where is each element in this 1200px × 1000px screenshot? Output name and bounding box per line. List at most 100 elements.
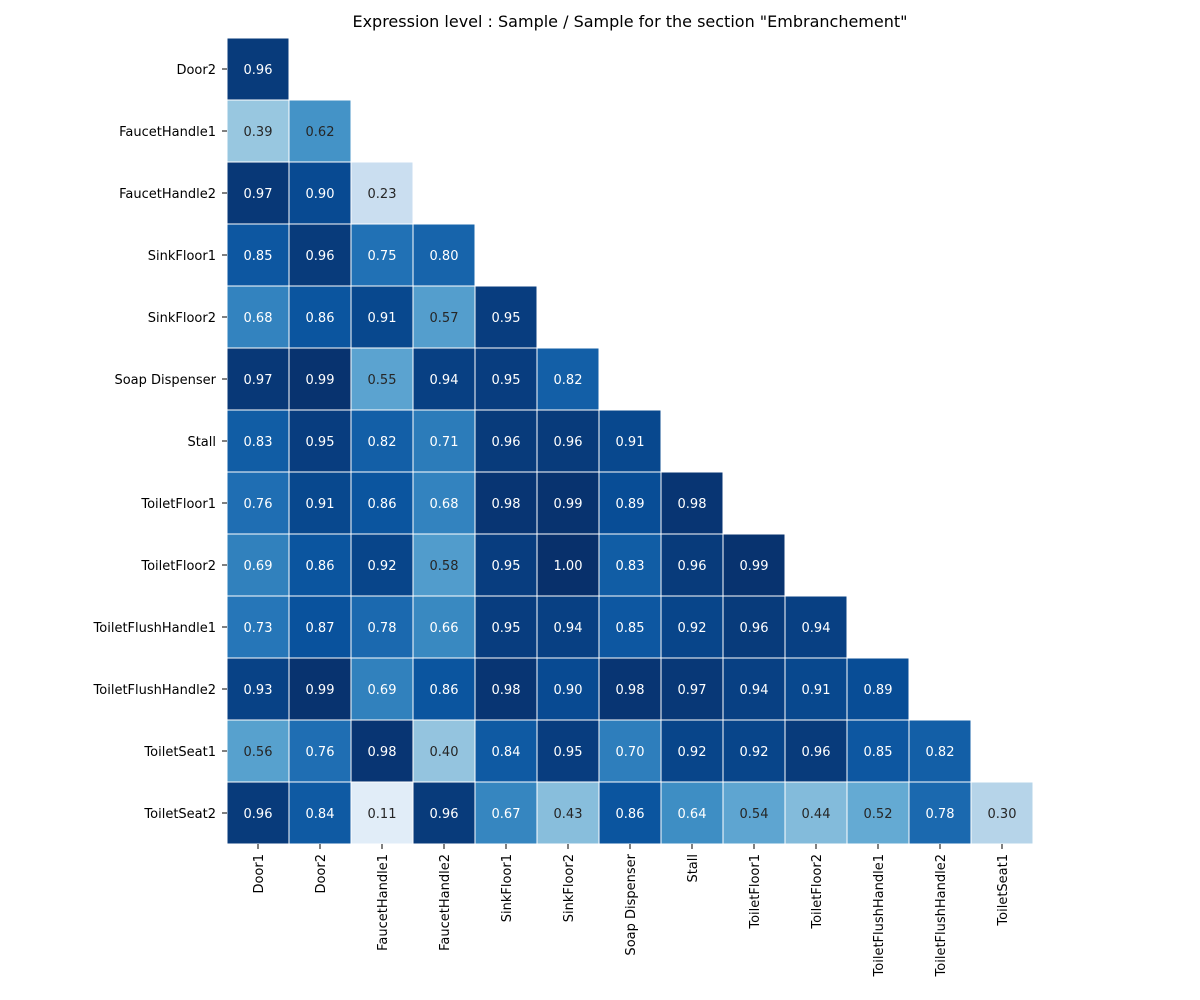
heatmap-cell [288,781,352,845]
cell-value-label: 0.94 [740,683,769,698]
cell-value-label: 0.40 [430,745,459,760]
cell-value-label: 0.58 [430,559,459,574]
heatmap-cell [226,285,290,349]
cell-value-label: 0.68 [430,497,459,512]
y-tick-label: Door2 [176,63,216,78]
cell-value-label: 0.98 [678,497,707,512]
x-tick-label: ToiletFloor1 [748,854,763,930]
cell-value-label: 0.98 [616,683,645,698]
heatmap-cell [288,285,352,349]
cell-value-label: 0.95 [492,311,521,326]
y-tick-label: ToiletFloor2 [140,559,216,574]
heatmap-cell [226,533,290,597]
x-tick-label: ToiletSeat1 [996,854,1011,927]
x-tick-label: Soap Dispenser [624,853,639,955]
heatmap-cell [598,595,662,659]
heatmap-cell [226,657,290,721]
heatmap-cell [474,471,538,535]
cell-value-label: 0.90 [306,187,335,202]
cell-value-label: 0.95 [554,745,583,760]
cell-value-label: 0.90 [554,683,583,698]
cell-value-label: 0.91 [306,497,335,512]
y-tick-label: ToiletSeat1 [143,745,216,760]
heatmap-cell [288,99,352,163]
heatmap-cell [350,161,414,225]
heatmap-cell [226,37,290,101]
heatmap-cell [970,781,1034,845]
heatmap-cell [660,533,724,597]
cell-value-label: 0.98 [368,745,397,760]
heatmap-cell [412,657,476,721]
cell-value-label: 0.92 [368,559,397,574]
cell-value-label: 0.62 [306,125,335,140]
cell-value-label: 0.66 [430,621,459,636]
cell-value-label: 0.69 [368,683,397,698]
heatmap-cell [412,347,476,411]
heatmap-cell [536,533,600,597]
heatmap-cell [536,409,600,473]
cell-value-label: 0.76 [306,745,335,760]
cell-value-label: 0.95 [492,559,521,574]
cell-value-label: 0.86 [306,311,335,326]
x-tick-label: ToiletFloor2 [810,854,825,930]
y-tick-label: ToiletSeat2 [143,807,216,822]
cell-value-label: 0.95 [492,373,521,388]
cell-value-label: 0.86 [616,807,645,822]
heatmap-cell [412,285,476,349]
heatmap-cell [598,533,662,597]
cell-value-label: 0.85 [616,621,645,636]
heatmap-cell [598,657,662,721]
x-tick-label: FaucetHandle2 [438,854,453,951]
cell-value-label: 0.82 [554,373,583,388]
cell-value-label: 0.86 [430,683,459,698]
heatmap-cell [536,719,600,783]
cell-value-label: 0.64 [678,807,707,822]
cell-value-label: 0.71 [430,435,459,450]
cell-value-label: 0.44 [802,807,831,822]
heatmap-cell [784,595,848,659]
heatmap-cell [288,533,352,597]
y-tick-label: ToiletFlushHandle2 [93,683,216,698]
heatmap-cell [226,223,290,287]
heatmap-cell [722,595,786,659]
heatmap-cell [412,781,476,845]
cell-value-label: 0.96 [244,807,273,822]
cell-value-label: 0.96 [554,435,583,450]
cell-value-label: 0.91 [616,435,645,450]
heatmap-cell [598,719,662,783]
cell-value-label: 0.97 [244,373,273,388]
cell-value-label: 0.89 [864,683,893,698]
y-tick-label: Soap Dispenser [114,373,216,388]
chart-title: Expression level : Sample / Sample for t… [352,12,908,31]
cell-value-label: 0.99 [740,559,769,574]
x-tick-label: ToiletFlushHandle1 [872,854,887,977]
heatmap-cell [722,657,786,721]
cell-value-label: 0.99 [306,373,335,388]
heatmap-cell [536,595,600,659]
heatmap-cell [722,719,786,783]
cell-value-label: 0.92 [678,621,707,636]
heatmap-cell [846,719,910,783]
y-tick-label: ToiletFlushHandle1 [93,621,216,636]
x-tick-label: SinkFloor1 [500,854,515,922]
cell-value-label: 0.92 [678,745,707,760]
cell-value-label: 1.00 [554,559,583,574]
cell-value-label: 0.96 [740,621,769,636]
heatmap-cell [536,347,600,411]
heatmap-cell [350,409,414,473]
cell-value-label: 0.87 [306,621,335,636]
cell-value-label: 0.80 [430,249,459,264]
cell-value-label: 0.98 [492,497,521,512]
heatmap-cell [474,719,538,783]
heatmap-cell [536,657,600,721]
cell-value-label: 0.54 [740,807,769,822]
heatmap-cell [226,471,290,535]
cell-value-label: 0.68 [244,311,273,326]
cell-value-label: 0.96 [492,435,521,450]
x-tick-label: Stall [686,854,701,883]
heatmap-cell [350,533,414,597]
cell-value-label: 0.99 [306,683,335,698]
cell-value-label: 0.52 [864,807,893,822]
cell-value-label: 0.89 [616,497,645,512]
